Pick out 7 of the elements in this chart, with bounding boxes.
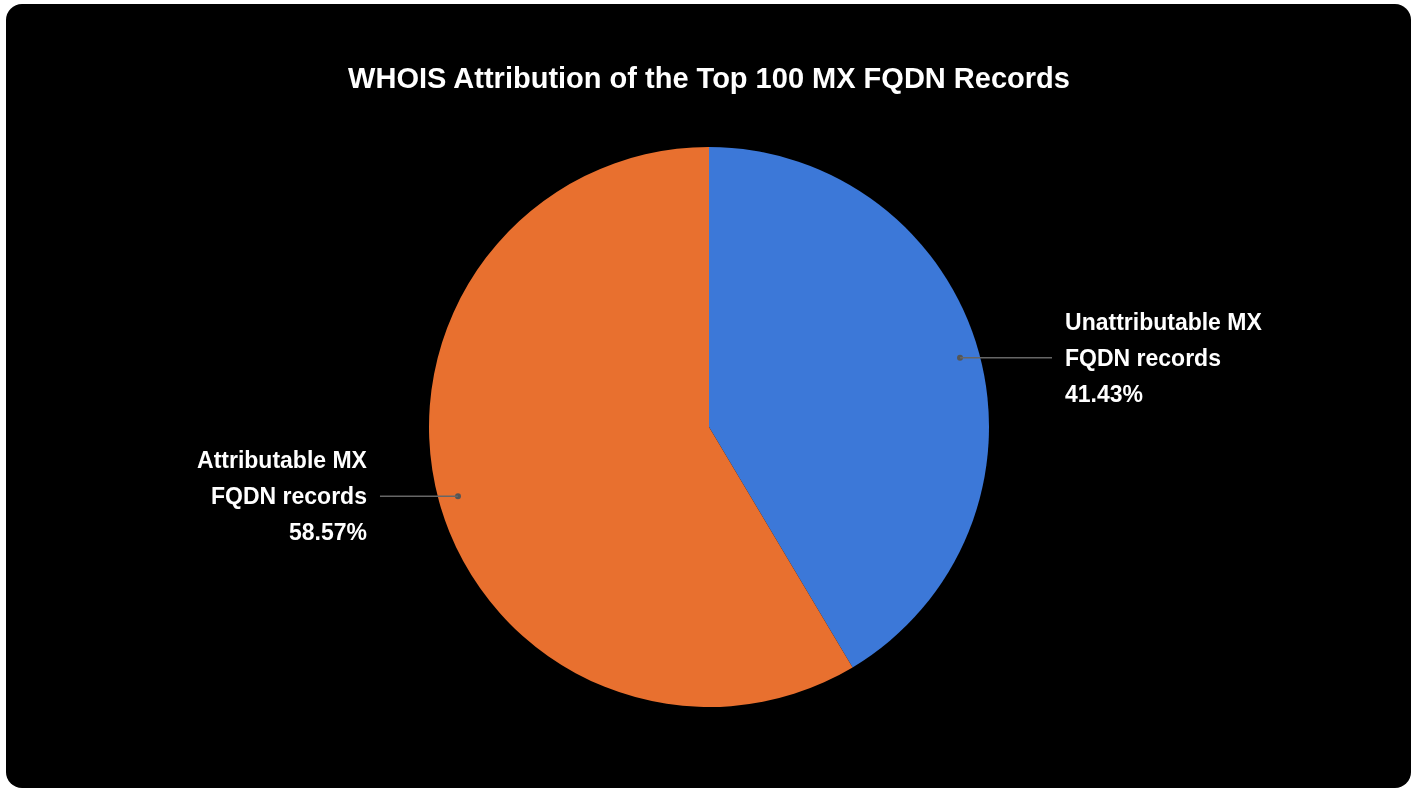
data-label: 58.57% <box>288 519 367 546</box>
pie-slice <box>429 147 853 707</box>
data-label: 41.43% <box>1065 380 1144 407</box>
slice-label: Attributable MX FQDN records <box>197 447 368 510</box>
chart-title: WHOIS Attribution of the Top 100 MX FQDN Records <box>348 62 1070 94</box>
pie-slice <box>709 147 989 668</box>
slice-label: Unattributable MX FQDN records <box>1065 308 1263 371</box>
